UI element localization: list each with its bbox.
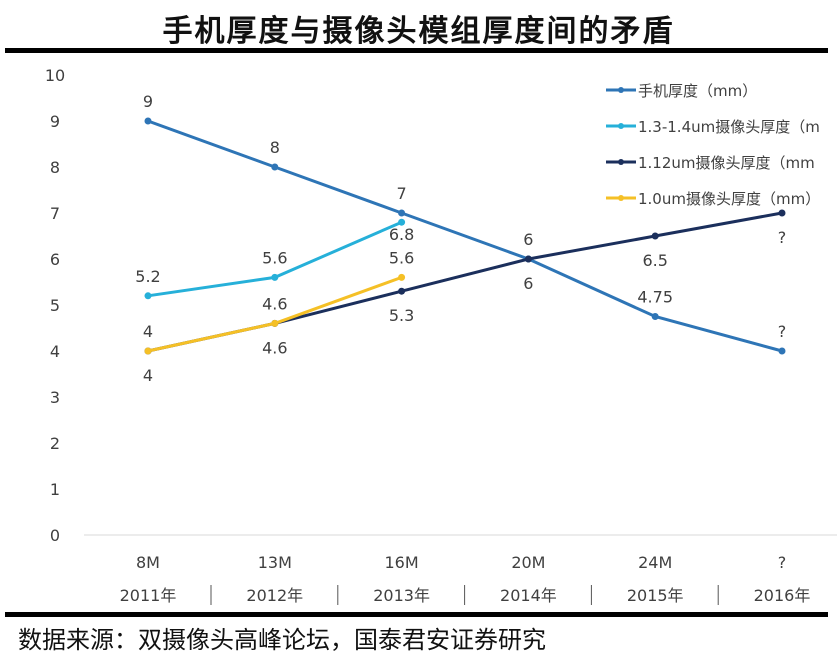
data-label: 5.2	[135, 267, 160, 286]
data-label: 6.8	[389, 225, 414, 244]
x-tick-label: 16M	[385, 553, 419, 572]
data-label: 4.6	[262, 294, 287, 313]
data-point	[524, 255, 532, 263]
legend-marker	[618, 195, 624, 201]
legend-label: 1.3-1.4um摄像头厚度（m	[638, 118, 820, 136]
data-point	[398, 209, 406, 217]
data-point	[778, 209, 786, 217]
y-tick-label: 9	[50, 112, 60, 131]
legend-marker	[618, 87, 624, 93]
data-label: 8	[270, 138, 280, 157]
data-label: 9	[143, 92, 153, 111]
data-label: ?	[778, 322, 787, 341]
data-label: 6	[523, 274, 533, 293]
top-rule	[5, 48, 828, 53]
y-tick-label: 2	[50, 434, 60, 453]
x-tick-label-year: 2013年	[373, 586, 430, 605]
data-point	[271, 163, 279, 171]
data-point	[271, 319, 279, 327]
data-point	[398, 273, 406, 281]
chart-title: 手机厚度与摄像头模组厚度间的矛盾	[162, 14, 675, 49]
data-label: 4.6	[262, 338, 287, 357]
x-tick-label-year: 2012年	[246, 586, 303, 605]
y-tick-label: 6	[50, 250, 60, 269]
y-tick-label: 1	[50, 480, 60, 499]
data-point	[651, 232, 659, 240]
data-label: 6.5	[642, 251, 667, 270]
data-label: ?	[778, 228, 787, 247]
y-tick-label: 7	[50, 204, 60, 223]
data-label: 5.6	[389, 248, 414, 267]
data-label: 6	[523, 230, 533, 249]
legend-marker	[618, 159, 624, 165]
bottom-rule	[5, 612, 828, 617]
data-source: 数据来源：双摄像头高峰论坛，国泰君安证券研究	[18, 626, 546, 654]
legend-label: 1.12um摄像头厚度（mm	[638, 154, 815, 172]
data-point	[144, 117, 152, 125]
x-tick-label-year: 2014年	[500, 586, 557, 605]
data-label: 4	[143, 366, 153, 385]
data-label: 4	[143, 322, 153, 341]
x-tick-label: 13M	[258, 553, 292, 572]
data-label: 4.75	[637, 288, 673, 307]
x-tick-label: 8M	[136, 553, 160, 572]
data-point	[398, 218, 406, 226]
x-tick-label-year: 2016年	[754, 586, 811, 605]
x-tick-label: ?	[778, 553, 787, 572]
legend-label: 1.0um摄像头厚度（mm）	[638, 190, 820, 208]
y-tick-label: 5	[50, 296, 60, 315]
y-tick-label: 0	[50, 526, 60, 545]
series-line-0	[147, 119, 783, 353]
y-tick-label: 10	[45, 66, 65, 85]
data-point	[144, 347, 152, 355]
data-point	[778, 347, 786, 355]
x-tick-label-year: 2015年	[627, 586, 684, 605]
data-point	[398, 287, 406, 295]
data-label: 5.6	[262, 248, 287, 267]
y-tick-label: 8	[50, 158, 60, 177]
legend-label: 手机厚度（mm）	[638, 82, 757, 100]
data-label: 5.3	[389, 306, 414, 325]
x-tick-label: 24M	[638, 553, 672, 572]
x-tick-label-year: 2011年	[120, 586, 177, 605]
y-tick-label: 4	[50, 342, 60, 361]
data-label: 7	[397, 184, 407, 203]
x-tick-label: 20M	[511, 553, 545, 572]
data-point	[144, 292, 152, 300]
y-tick-label: 3	[50, 388, 60, 407]
data-point	[271, 273, 279, 281]
data-point	[651, 313, 659, 320]
legend-marker	[618, 123, 624, 129]
